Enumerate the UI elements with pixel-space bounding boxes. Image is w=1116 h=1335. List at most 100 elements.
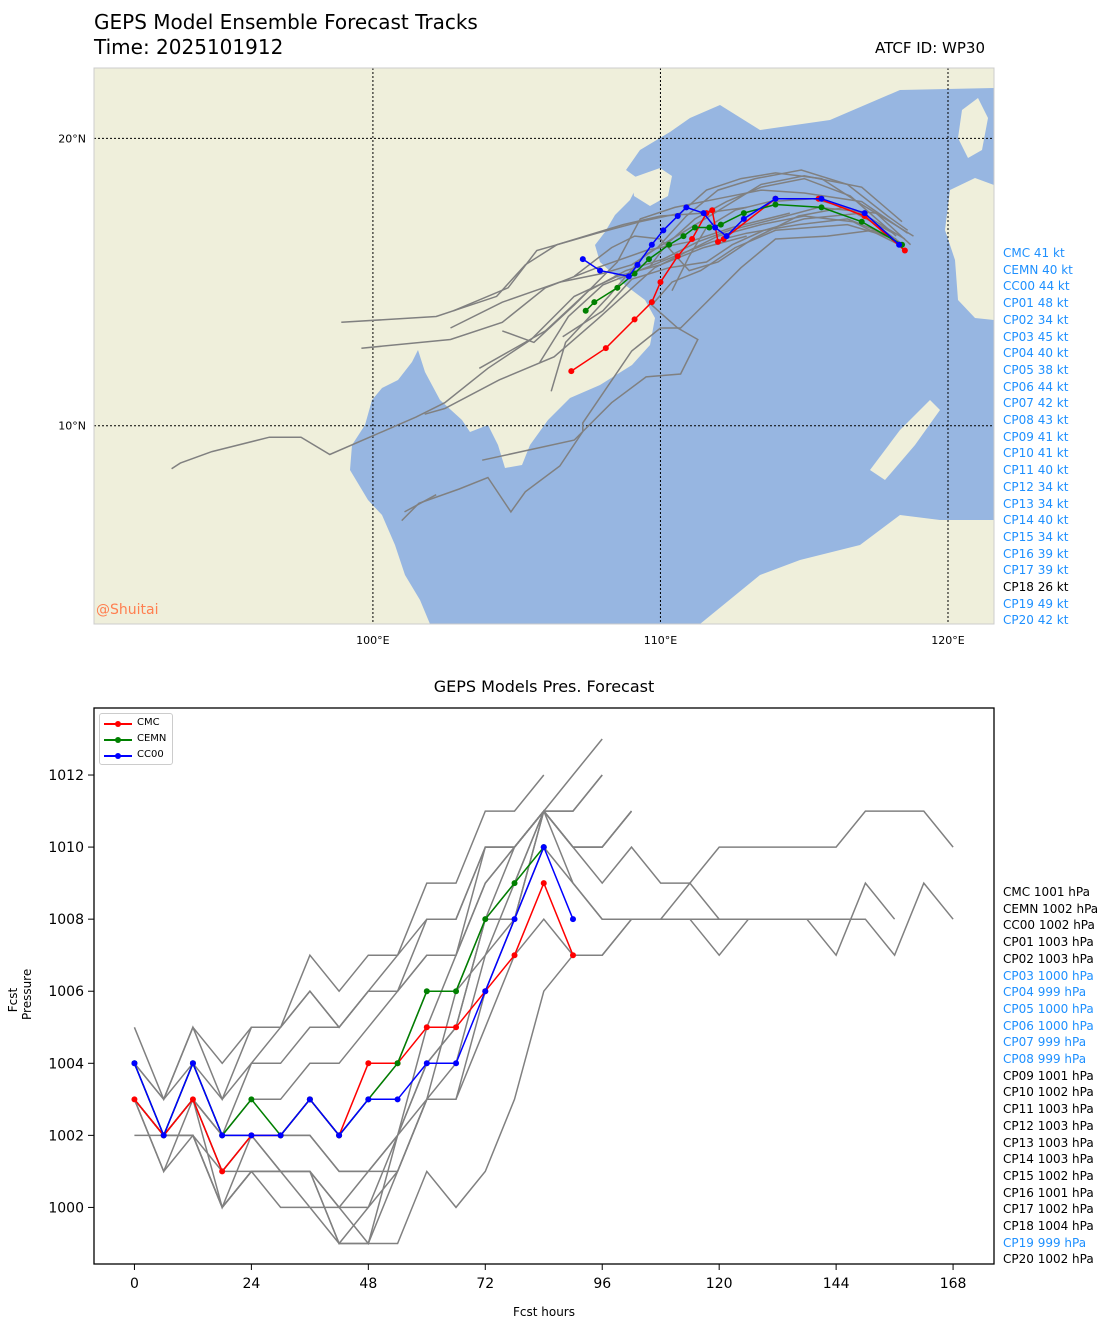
track-point	[597, 267, 604, 274]
intensity-legend-item: CP18 26 kt	[1003, 580, 1069, 595]
pressure-legend-item: CP06 1000 hPa	[1003, 1018, 1094, 1033]
pressure-point	[423, 1024, 430, 1031]
intensity-legend-item: CP20 42 kt	[1003, 613, 1069, 628]
track-point	[723, 233, 730, 240]
member-pressure-line	[133, 774, 545, 1101]
pressure-legend-item: CP19 999 hPa	[1003, 1235, 1087, 1250]
intensity-legend-item: CP02 34 kt	[1003, 312, 1069, 327]
pressure-point	[189, 1060, 196, 1067]
track-point	[634, 261, 641, 268]
pressure-point	[189, 1096, 196, 1103]
track-point	[660, 227, 667, 234]
track-cc00	[582, 197, 900, 278]
track-point	[896, 241, 903, 248]
member-track	[502, 189, 909, 344]
pressure-legend-item: CP01 1003 hPa	[1003, 935, 1094, 950]
track-point	[712, 224, 719, 231]
pressure-point	[306, 1096, 313, 1103]
pressure-point	[394, 1096, 401, 1103]
track-point	[680, 233, 687, 240]
member-track	[562, 212, 906, 338]
pressure-legend-item: CMC 1001 hPa	[1003, 885, 1090, 899]
legend-label: CEMN	[137, 733, 167, 744]
land-sumatra	[94, 560, 260, 624]
x-tick-label: 144	[823, 1276, 850, 1292]
x-tick-label: 168	[940, 1276, 967, 1292]
pressure-point	[569, 952, 576, 959]
pressure-point	[219, 1132, 226, 1139]
pressure-legend: CMC 1001 hPa CEMN 1002 hPa CC00 1002 hPa CP…	[1003, 884, 1098, 1268]
track-point	[740, 215, 747, 222]
land-taiwan	[958, 98, 988, 158]
pressure-point	[365, 1060, 372, 1067]
intensity-legend-item: CP16 39 kt	[1003, 546, 1069, 561]
track-point	[709, 207, 716, 214]
legend-marker	[115, 753, 121, 759]
intensity-legend-item: CP11 40 kt	[1003, 463, 1069, 478]
y-tick-label: 1008	[48, 912, 84, 928]
intensity-legend-item: CP06 44 kt	[1003, 379, 1069, 394]
intensity-legend-item: CP05 38 kt	[1003, 362, 1069, 377]
intensity-legend-item: CP03 45 kt	[1003, 329, 1069, 344]
intensity-legend-item: CP09 41 kt	[1003, 429, 1069, 444]
intensity-legend-item: CP07 42 kt	[1003, 396, 1069, 411]
pressure-legend-item: CP15 1002 hPa	[1003, 1168, 1094, 1183]
pressure-point	[277, 1132, 284, 1139]
member-track	[550, 175, 903, 392]
pressure-legend-item: CP17 1002 hPa	[1003, 1202, 1094, 1217]
atcf-id: ATCF ID: WP30	[875, 39, 986, 57]
intensity-legend-item: CP14 40 kt	[1003, 513, 1069, 528]
track-point	[689, 235, 696, 242]
member-pressure-line	[133, 809, 896, 1137]
x-tick-label: 120	[706, 1276, 733, 1292]
lat-tick-label: 10°N	[58, 420, 86, 433]
pressure-legend-item: CP12 1003 hPa	[1003, 1118, 1094, 1133]
track-point	[657, 279, 664, 286]
track-point	[818, 204, 825, 211]
y-tick-label: 1002	[48, 1128, 84, 1144]
x-tick-label: 0	[130, 1276, 139, 1292]
pressure-point	[511, 880, 518, 887]
pressure-point	[394, 1060, 401, 1067]
pressure-point	[453, 1060, 460, 1067]
intensity-legend-item: CP13 34 kt	[1003, 496, 1069, 511]
map-title: GEPS Model Ensemble Forecast Tracks	[94, 10, 478, 34]
track-point	[602, 345, 609, 352]
pressure-legend-item: CC00 1002 hPa	[1003, 918, 1095, 933]
legend-marker	[115, 737, 121, 743]
pressure-point	[248, 1096, 255, 1103]
y-axis-label: Fcst Pressure	[6, 968, 34, 1020]
pressure-chart: 0 24 48 72 96 120 144 168 1000 1002 1004 1006 1008 10…	[48, 707, 995, 1292]
member-track	[361, 212, 790, 349]
pressure-legend-item: CP18 1004 hPa	[1003, 1219, 1094, 1234]
intensity-legend-item: CMC 41 kt	[1003, 246, 1065, 260]
pressure-point	[511, 916, 518, 923]
intensity-legend-item: CEMN 40 kt	[1003, 262, 1073, 277]
pressure-point	[482, 988, 489, 995]
track-point	[582, 307, 589, 314]
track-point	[648, 241, 655, 248]
lat-tick-label: 20°N	[58, 132, 86, 145]
track-point	[648, 299, 655, 306]
track-point	[818, 195, 825, 202]
pressure-legend-item: CP11 1003 hPa	[1003, 1102, 1094, 1117]
member-track	[648, 177, 897, 269]
track-point	[772, 195, 779, 202]
member-track	[404, 494, 437, 513]
member-track	[482, 223, 897, 461]
pressure-point	[569, 916, 576, 923]
intensity-legend-item: CP17 39 kt	[1003, 563, 1069, 578]
pressure-point	[482, 916, 489, 923]
forecast-time: Time: 2025101912	[94, 35, 284, 59]
member-pressure-line	[133, 774, 603, 1246]
y-tick-label: 1000	[48, 1200, 84, 1216]
pressure-legend-item: CP08 999 hPa	[1003, 1052, 1087, 1067]
track-point	[666, 241, 673, 248]
pressure-point	[131, 1060, 138, 1067]
y-tick-label: 1004	[48, 1056, 84, 1072]
pressure-legend-item: CP09 1001 hPa	[1003, 1068, 1094, 1083]
pressure-point	[511, 952, 518, 959]
land-palawan	[870, 400, 940, 480]
x-tick-label: 24	[242, 1276, 260, 1292]
track-point	[674, 253, 681, 260]
